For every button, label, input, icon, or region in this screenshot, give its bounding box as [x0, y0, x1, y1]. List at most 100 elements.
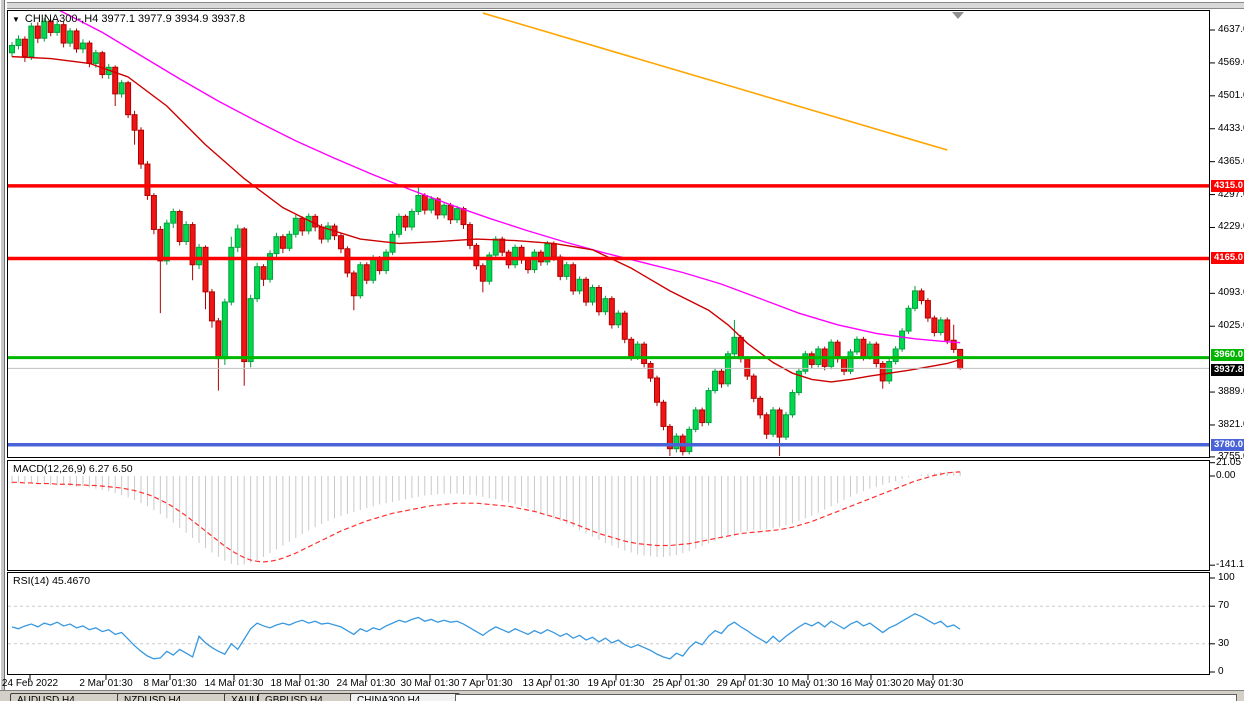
price-tick-label: 4637.0	[1218, 24, 1244, 35]
candle	[215, 320, 222, 360]
candle	[666, 425, 673, 450]
price-panel[interactable]	[7, 10, 1210, 458]
price-tick-label: 4229.0	[1218, 221, 1244, 233]
ma-slow-line	[59, 11, 961, 344]
candle	[660, 401, 667, 427]
candle	[34, 25, 41, 39]
time-tick-label[interactable]: 19 Apr 01:30	[587, 678, 645, 689]
candle	[428, 198, 435, 211]
candle	[486, 254, 493, 282]
time-tick-label[interactable]: 24 Feb 2022	[1, 678, 59, 689]
candle	[350, 272, 357, 297]
time-tick-label[interactable]: 14 Mar 01:30	[204, 678, 264, 689]
trendline[interactable]	[482, 12, 948, 151]
candle	[144, 163, 151, 197]
rsi-indicator-label: RSI(14) 45.4670	[13, 575, 91, 587]
candle	[447, 204, 454, 221]
time-tick-label[interactable]: 24 Mar 01:30	[336, 678, 396, 689]
candle	[279, 236, 286, 249]
candle	[563, 264, 570, 277]
rsi-tick-label: 70	[1218, 600, 1230, 612]
candle	[241, 228, 248, 363]
price-tick-label: 4297.0	[1218, 188, 1244, 200]
candle	[421, 195, 428, 211]
candle	[299, 217, 306, 232]
time-tick-label[interactable]: 13 Apr 01:30	[522, 678, 580, 689]
chart-tab-nzdusd-h4[interactable]: NZDUSD,H4	[117, 693, 235, 701]
chevron-down-icon[interactable]: ▼	[12, 15, 20, 24]
candle	[763, 414, 770, 435]
rsi-tick-label: 100	[1218, 572, 1235, 583]
rsi-panel[interactable]	[7, 572, 1210, 675]
rsi-tick-label: 0	[1218, 666, 1224, 677]
candle	[905, 307, 912, 332]
candle	[344, 248, 351, 274]
candle	[357, 264, 364, 297]
candle	[473, 244, 480, 267]
price-tick-label: 4093.0	[1218, 287, 1244, 299]
time-tick-label[interactable]: 16 May 01:30	[840, 678, 902, 689]
chart-tab-gbpusd-h4[interactable]: GBPUSD,H4	[258, 693, 358, 701]
price-tick-label: 4025.0	[1218, 320, 1244, 332]
time-tick-label[interactable]: 20 May 01:30	[902, 678, 964, 689]
candle	[170, 211, 177, 224]
candle	[886, 361, 893, 382]
candle	[602, 298, 609, 313]
price-tick-label: 4569.0	[1218, 56, 1244, 68]
price-tick-label: 3821.0	[1218, 418, 1244, 430]
candle	[841, 358, 848, 372]
candle	[434, 198, 441, 216]
price-badge: 4315.0	[1211, 179, 1244, 192]
chart-tab-bar: AUDUSD,H4NZDUSD,H4XAUUSD,H4GBPUSD,H4CHIN…	[0, 690, 1244, 701]
candle	[873, 343, 880, 364]
candle	[176, 211, 183, 243]
candle	[60, 24, 67, 44]
time-tick-label[interactable]: 25 Apr 01:30	[652, 678, 710, 689]
candle	[570, 264, 577, 292]
chart-tab-audusd-h4[interactable]: AUDUSD,H4	[10, 693, 128, 701]
candle	[337, 235, 344, 250]
chart-tab-china300-h4[interactable]: CHINA300,H4	[350, 693, 460, 701]
candle	[28, 25, 35, 58]
chart-title-text: CHINA300-,H4 3977.1 3977.9 3934.9 3937.8	[24, 13, 246, 25]
candle	[454, 208, 461, 221]
time-tick-label[interactable]: 8 Mar 01:30	[143, 678, 197, 689]
price-tick-label: 3889.0	[1218, 386, 1244, 398]
candle	[157, 228, 164, 262]
candle	[892, 348, 899, 363]
candle	[260, 266, 267, 280]
candle	[163, 222, 170, 262]
candle	[21, 38, 28, 58]
candle	[254, 266, 261, 300]
candle	[286, 233, 293, 249]
price-badge: 4165.0	[1211, 252, 1244, 265]
candle	[686, 428, 693, 453]
time-tick-label[interactable]: 18 Mar 01:30	[270, 678, 330, 689]
time-tick-label[interactable]: 30 Mar 01:30	[400, 678, 460, 689]
candle	[234, 228, 241, 248]
time-tick-label[interactable]: 7 Apr 01:30	[461, 678, 513, 689]
rsi-tick-label: 30	[1218, 637, 1230, 649]
candle	[866, 343, 873, 358]
candle	[879, 362, 886, 382]
candle	[466, 224, 473, 246]
candle	[757, 397, 764, 416]
candle	[112, 66, 119, 95]
candle	[770, 409, 777, 435]
candle	[479, 265, 486, 282]
candle	[267, 253, 273, 280]
candle	[937, 319, 944, 334]
time-tick-label[interactable]: 29 Apr 01:30	[716, 678, 774, 689]
candle	[731, 336, 738, 355]
candle	[131, 114, 138, 131]
price-badge: 3960.0	[1211, 348, 1244, 361]
macd-panel[interactable]	[7, 460, 1210, 571]
candle	[654, 377, 660, 403]
candle	[718, 370, 725, 385]
time-tick-label[interactable]: 2 Mar 01:30	[79, 678, 133, 689]
time-tick-label[interactable]: 10 May 01:30	[777, 678, 839, 689]
candle	[492, 238, 499, 256]
price-tick-label: 3755.0	[1218, 450, 1244, 462]
candle	[41, 20, 48, 39]
